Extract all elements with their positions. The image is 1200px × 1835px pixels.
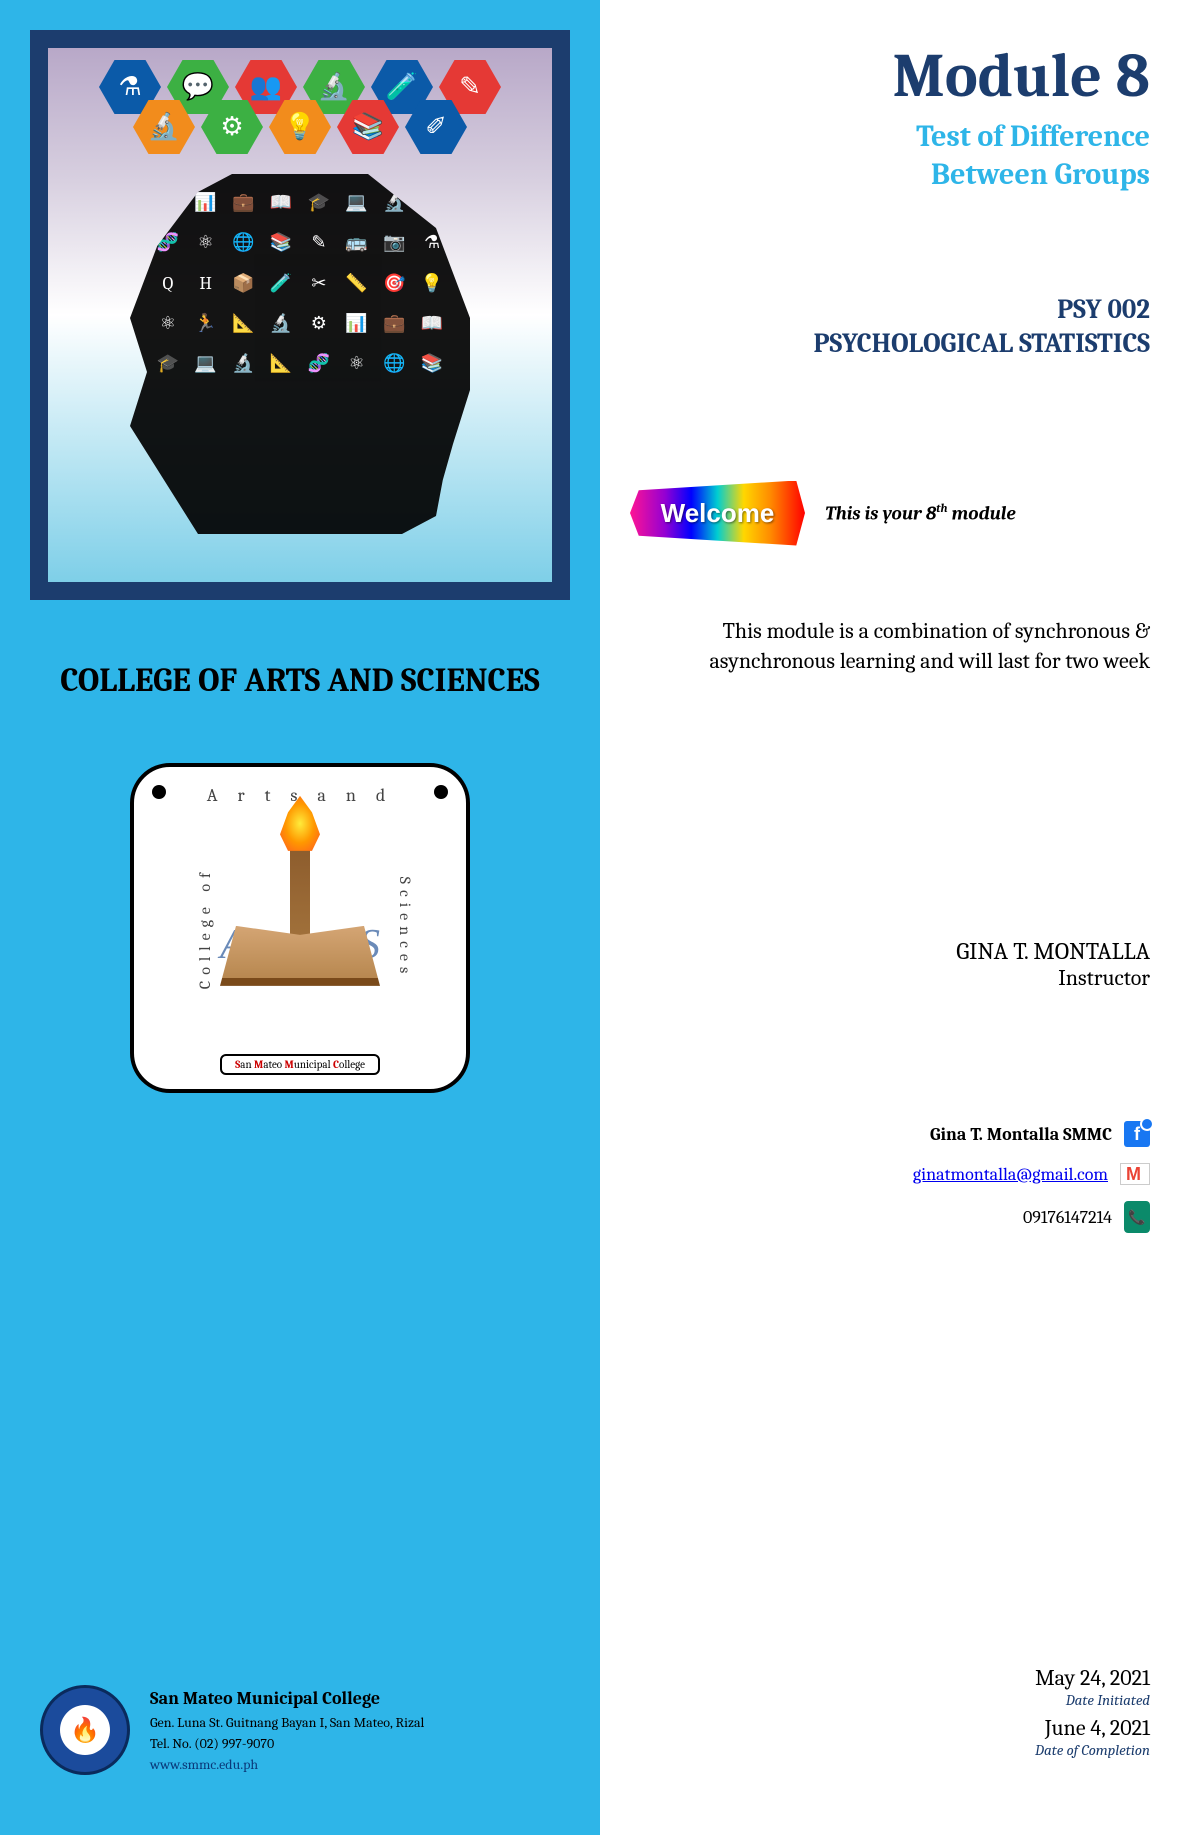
college-seal: 🔥 [40,1685,130,1775]
right-panel: Module 8 Test of DifferenceBetween Group… [600,0,1200,1835]
footer-text: San Mateo Municipal College Gen. Luna St… [150,1685,424,1775]
module-description: This module is a combination of synchron… [630,616,1150,678]
facebook-icon: f [1124,1121,1150,1147]
head-silhouette: ⚙📊💼📖🎓💻🔬📐 🧬⚛🌐📚✎🚌📷⚗ QH📦🧪✂📏🎯💡 ⚛🏃📐🔬⚙📊💼📖 🎓💻🔬📐… [130,174,470,534]
instructor-block: GINA T. MONTALLA Instructor [630,937,1150,991]
welcome-badge: Welcome [630,481,805,546]
college-heading: COLLEGE OF ARTS AND SCIENCES [0,660,600,703]
phone-icon: 📞 [1124,1201,1150,1233]
contact-email: ginatmontalla@gmail.com [630,1163,1150,1185]
fb-name: Gina T. Montalla SMMC [930,1124,1112,1145]
contact-block: Gina T. Montalla SMMC f ginatmontalla@gm… [630,1121,1150,1233]
logo-dot [152,785,166,799]
footer-college-name: San Mateo Municipal College [150,1685,424,1712]
logo-dot [434,785,448,799]
logo-center-art: A S [200,836,400,1046]
footer-tel: Tel. No. (02) 997-9070 [150,1733,424,1754]
footer-block: 🔥 San Mateo Municipal College Gen. Luna … [40,1685,424,1775]
hero-illustration: ⚗ 💬 👥 🔬 🧪 ✎ 🔬 ⚙ 💡 📚 ✐ ⚙📊💼📖🎓💻🔬📐 🧬⚛🌐📚✎🚌📷⚗ … [30,30,570,600]
date-completed: June 4, 2021 [1035,1715,1150,1741]
date-initiated-label: Date Initiated [1035,1691,1150,1709]
date-initiated: May 24, 2021 [1035,1665,1150,1691]
contact-facebook: Gina T. Montalla SMMC f [630,1121,1150,1147]
instructor-name: GINA T. MONTALLA [630,937,1150,965]
left-panel: ⚗ 💬 👥 🔬 🧪 ✎ 🔬 ⚙ 💡 📚 ✐ ⚙📊💼📖🎓💻🔬📐 🧬⚛🌐📚✎🚌📷⚗ … [0,0,600,1835]
module-title: Module 8 [630,40,1150,112]
mail-icon [1120,1163,1150,1185]
footer-web: www.smmc.edu.ph [150,1754,424,1775]
phone-number: 09176147214 [1023,1207,1112,1228]
email-link[interactable]: ginatmontalla@gmail.com [913,1164,1108,1185]
dates-block: May 24, 2021 Date Initiated June 4, 2021… [1035,1665,1150,1765]
college-logo: A r t s a n d College of Sciences A S Sa… [130,763,470,1093]
date-completed-label: Date of Completion [1035,1741,1150,1759]
course-code: PSY 002PSYCHOLOGICAL STATISTICS [630,293,1150,361]
footer-address: Gen. Luna St. Guitnang Bayan I, San Mate… [150,1712,424,1733]
contact-phone: 09176147214 📞 [630,1201,1150,1233]
instructor-role: Instructor [630,965,1150,991]
module-subtitle: Test of DifferenceBetween Groups [630,118,1150,193]
logo-bottom-label: San Mateo Municipal College [220,1054,380,1075]
welcome-text: This is your 8th module [825,501,1016,524]
welcome-row: Welcome This is your 8th module [630,481,1150,546]
